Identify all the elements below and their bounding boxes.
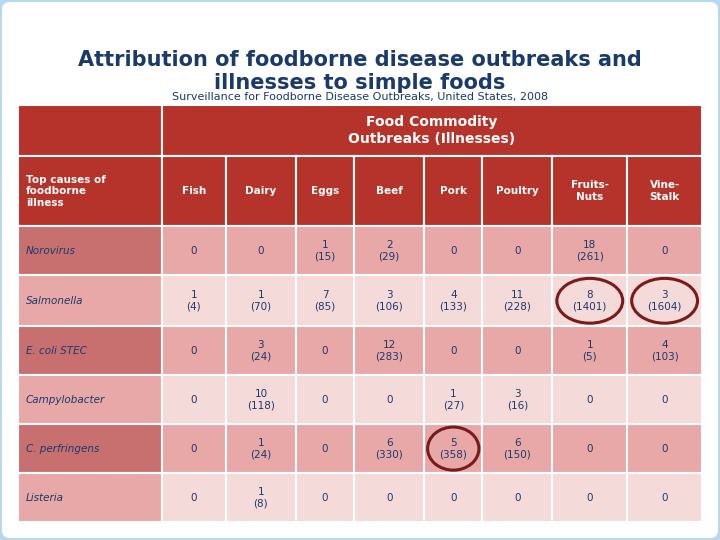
Bar xyxy=(482,275,552,326)
Bar xyxy=(18,275,162,326)
Text: 0: 0 xyxy=(322,443,328,454)
Bar xyxy=(18,424,162,473)
Text: Poultry: Poultry xyxy=(496,186,539,196)
Bar xyxy=(296,326,354,375)
Text: 1
(27): 1 (27) xyxy=(443,389,464,410)
Bar xyxy=(162,424,226,473)
Text: Top causes of
foodborne
illness: Top causes of foodborne illness xyxy=(26,174,106,208)
Bar xyxy=(552,424,627,473)
Bar xyxy=(226,424,296,473)
Bar xyxy=(296,473,354,522)
Text: 0: 0 xyxy=(662,395,668,404)
Text: 0: 0 xyxy=(587,492,593,503)
Bar xyxy=(424,275,482,326)
Text: Fruits-
Nuts: Fruits- Nuts xyxy=(571,180,609,202)
Bar xyxy=(296,424,354,473)
Text: 0: 0 xyxy=(386,492,392,503)
Text: C. perfringens: C. perfringens xyxy=(26,443,99,454)
Bar xyxy=(552,375,627,424)
Text: Fish: Fish xyxy=(181,186,206,196)
Text: Attribution of foodborne disease outbreaks and
illnesses to simple foods: Attribution of foodborne disease outbrea… xyxy=(78,50,642,93)
Text: 1
(15): 1 (15) xyxy=(315,240,336,262)
Bar xyxy=(226,156,296,226)
Text: 0: 0 xyxy=(322,492,328,503)
Bar xyxy=(424,375,482,424)
Bar xyxy=(424,226,482,275)
Text: 11
(228): 11 (228) xyxy=(503,290,531,312)
Bar xyxy=(482,473,552,522)
Bar xyxy=(424,424,482,473)
Text: Dairy: Dairy xyxy=(246,186,276,196)
Bar xyxy=(18,375,162,424)
Bar xyxy=(296,275,354,326)
Bar xyxy=(552,156,627,226)
Text: 18
(261): 18 (261) xyxy=(576,240,603,262)
Text: 1
(5): 1 (5) xyxy=(582,340,597,361)
Text: E. coli STEC: E. coli STEC xyxy=(26,346,87,356)
Bar xyxy=(226,275,296,326)
Bar xyxy=(354,424,424,473)
Bar xyxy=(162,473,226,522)
Bar xyxy=(627,226,702,275)
Bar xyxy=(482,226,552,275)
Text: Norovirus: Norovirus xyxy=(26,246,76,256)
Text: 1
(70): 1 (70) xyxy=(251,290,271,312)
Bar xyxy=(627,326,702,375)
Bar xyxy=(354,226,424,275)
Text: Food Commodity
Outbreaks (Illnesses): Food Commodity Outbreaks (Illnesses) xyxy=(348,116,516,146)
Text: 3
(16): 3 (16) xyxy=(507,389,528,410)
Text: 0: 0 xyxy=(191,246,197,256)
Bar xyxy=(424,473,482,522)
Bar xyxy=(296,375,354,424)
Bar xyxy=(162,375,226,424)
Bar xyxy=(354,275,424,326)
Bar xyxy=(162,326,226,375)
Bar xyxy=(18,326,162,375)
Bar xyxy=(226,375,296,424)
Bar xyxy=(18,226,162,275)
Text: 0: 0 xyxy=(322,395,328,404)
Text: 0: 0 xyxy=(662,246,668,256)
Text: 0: 0 xyxy=(191,492,197,503)
Text: Eggs: Eggs xyxy=(311,186,339,196)
Text: 1
(8): 1 (8) xyxy=(253,487,269,508)
Text: 0: 0 xyxy=(322,346,328,356)
Bar xyxy=(482,375,552,424)
Bar xyxy=(627,424,702,473)
Text: 0: 0 xyxy=(662,443,668,454)
Bar xyxy=(482,424,552,473)
Bar xyxy=(424,156,482,226)
Bar xyxy=(354,326,424,375)
Text: 7
(85): 7 (85) xyxy=(315,290,336,312)
Text: 0: 0 xyxy=(587,443,593,454)
Bar xyxy=(162,105,702,156)
Text: Pork: Pork xyxy=(440,186,467,196)
Bar xyxy=(552,275,627,326)
Bar xyxy=(627,375,702,424)
Bar xyxy=(354,473,424,522)
Bar xyxy=(162,275,226,326)
Bar xyxy=(482,326,552,375)
Bar xyxy=(627,275,702,326)
Text: 3
(106): 3 (106) xyxy=(375,290,403,312)
Text: 0: 0 xyxy=(191,346,197,356)
Bar xyxy=(354,375,424,424)
Bar xyxy=(627,473,702,522)
Text: 12
(283): 12 (283) xyxy=(375,340,403,361)
Text: 0: 0 xyxy=(587,395,593,404)
Text: 0: 0 xyxy=(450,492,456,503)
Text: 6
(150): 6 (150) xyxy=(503,438,531,460)
Text: Beef: Beef xyxy=(376,186,402,196)
Text: 0: 0 xyxy=(450,346,456,356)
Bar xyxy=(226,226,296,275)
Bar xyxy=(296,156,354,226)
Text: 0: 0 xyxy=(386,395,392,404)
Text: 10
(118): 10 (118) xyxy=(247,389,275,410)
Bar xyxy=(482,156,552,226)
Text: 2
(29): 2 (29) xyxy=(379,240,400,262)
Bar xyxy=(552,226,627,275)
Text: 6
(330): 6 (330) xyxy=(375,438,403,460)
Text: 0: 0 xyxy=(450,246,456,256)
Bar xyxy=(627,156,702,226)
